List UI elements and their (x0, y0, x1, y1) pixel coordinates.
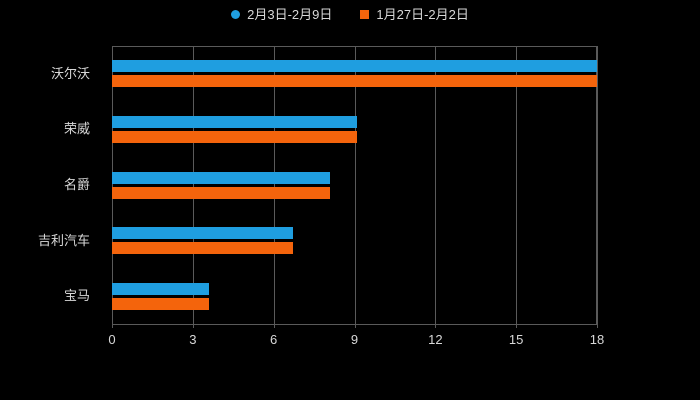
x-axis-tick (516, 324, 518, 328)
gridline (435, 46, 437, 324)
x-axis-tick-label: 0 (108, 332, 116, 347)
x-axis-tick (354, 324, 356, 328)
gridline (192, 46, 194, 324)
x-axis-tick-label: 18 (589, 332, 605, 347)
x-axis-tick-label: 6 (270, 332, 278, 347)
bar-series-2[interactable] (112, 75, 597, 88)
legend-label-series-1: 2月3日-2月9日 (247, 7, 333, 22)
gridline (516, 46, 518, 324)
bar-series-1[interactable] (112, 227, 293, 240)
bar-series-1[interactable] (112, 60, 597, 73)
bar-series-2[interactable] (112, 186, 331, 199)
x-axis-tick (273, 324, 275, 328)
x-axis-tick-label: 9 (350, 332, 359, 347)
chart-legend: 2月3日-2月9日 1月27日-2月2日 (0, 8, 700, 21)
bar-series-2[interactable] (112, 242, 293, 255)
gridline (354, 46, 356, 324)
x-axis-tick (192, 324, 194, 328)
bar-series-2[interactable] (112, 297, 209, 310)
legend-item-series-1[interactable]: 2月3日-2月9日 (231, 8, 332, 21)
x-axis-tick-label: 15 (508, 332, 524, 347)
x-axis-tick (112, 324, 113, 328)
legend-swatch-square-icon (360, 10, 370, 19)
y-axis-category-label: 沃尔沃 (50, 65, 90, 81)
gridline (112, 46, 113, 324)
x-axis-tick-label: 12 (428, 332, 443, 347)
y-axis-category-label: 荣威 (63, 121, 90, 137)
gridline (273, 46, 275, 324)
y-axis-category-label: 宝马 (63, 288, 90, 304)
x-axis-tick (435, 324, 437, 328)
legend-item-series-2[interactable]: 1月27日-2月2日 (360, 7, 469, 22)
legend-label-series-2: 1月27日-2月2日 (376, 7, 469, 22)
y-axis-category-label: 吉利汽车 (37, 232, 90, 248)
legend-swatch-circle-icon (231, 10, 241, 19)
gridline (597, 46, 598, 324)
bar-series-1[interactable] (112, 171, 331, 184)
x-axis-tick-label: 3 (189, 332, 197, 347)
y-axis-category-label: 名爵 (63, 177, 90, 192)
x-axis-tick (597, 324, 598, 328)
bar-series-2[interactable] (112, 130, 358, 143)
bar-series-1[interactable] (112, 282, 209, 295)
bar-series-1[interactable] (112, 115, 358, 128)
